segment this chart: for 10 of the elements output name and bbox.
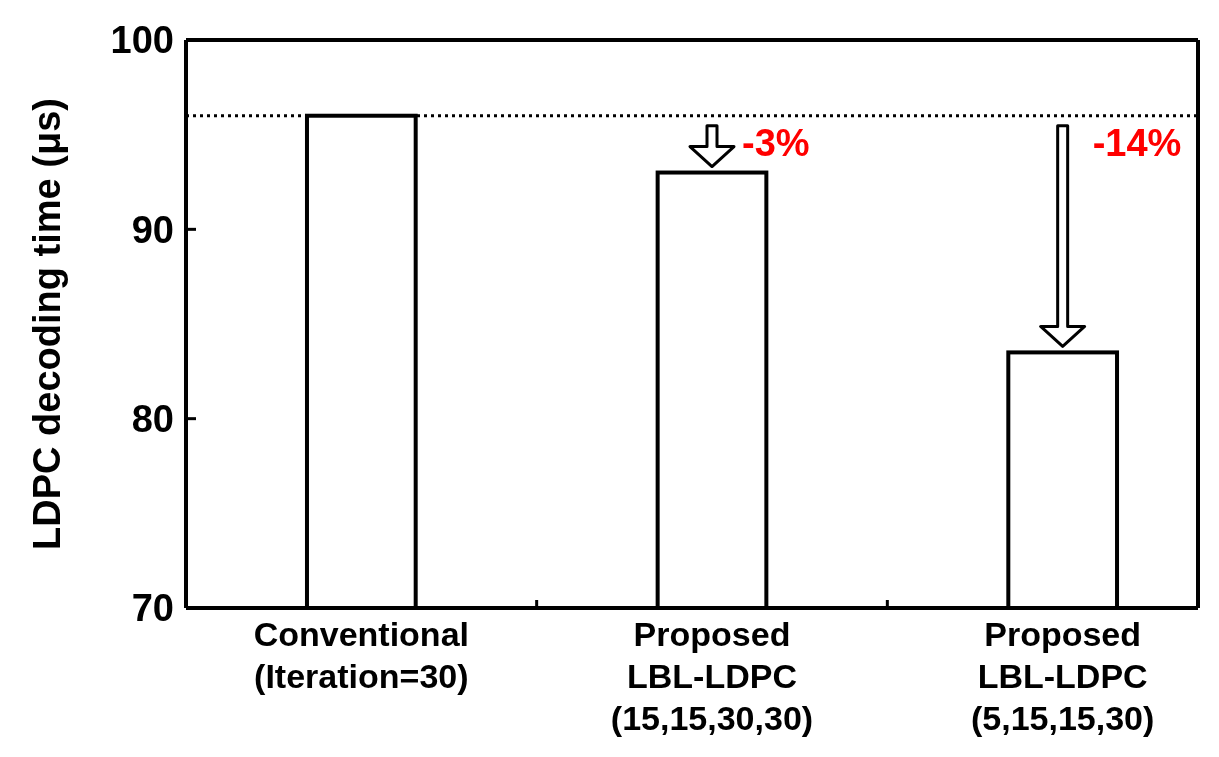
x-tick-label: Conventional (Iteration=30) — [253, 615, 470, 695]
annotation: -14% — [1092, 121, 1182, 164]
y-tick-label: 90 — [131, 208, 174, 251]
y-tick-label: 80 — [131, 397, 174, 440]
y-tick-label: 100 — [110, 19, 174, 62]
x-tick-label: Proposed LBL-LDPC (5,15,15,30) — [970, 615, 1155, 737]
x-tick-label: Proposed LBL-LDPC (15,15,30,30) — [610, 615, 814, 737]
y-axis-title: LDPC decoding time (μs) — [26, 98, 68, 550]
annotation: -3% — [742, 121, 810, 164]
y-tick-label: 70 — [131, 587, 174, 630]
